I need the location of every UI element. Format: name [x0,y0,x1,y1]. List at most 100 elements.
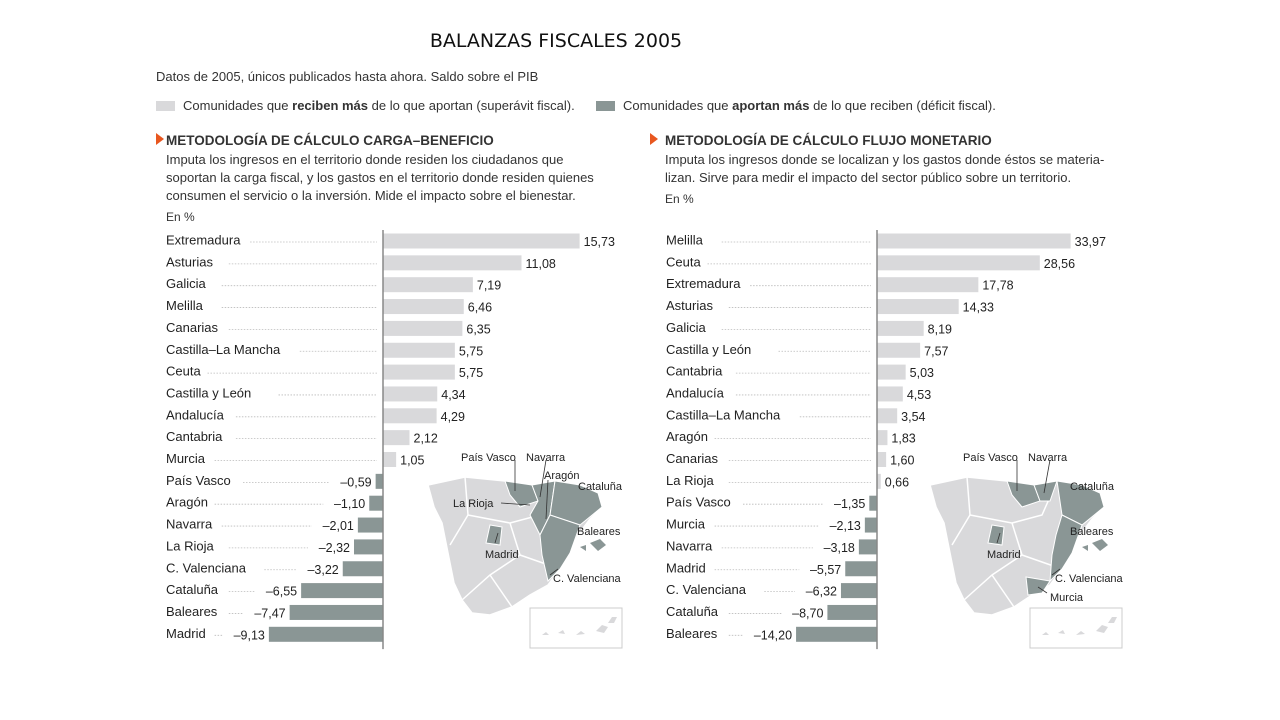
value-label: 1,60 [890,454,914,468]
value-label: 15,73 [584,235,615,249]
bar [342,561,383,577]
value-label: –8,70 [792,606,823,620]
value-label: 1,05 [400,454,424,468]
value-label: –0,59 [340,475,371,489]
bar [845,561,877,577]
category-label: País Vasco [666,495,731,510]
value-label: 4,53 [907,388,931,402]
map-label: Murcia [1050,592,1084,604]
bar [383,364,455,380]
page-subtitle: Datos de 2005, únicos publicados hasta a… [156,69,539,84]
legend-item-surplus: Comunidades que reciben más de lo que ap… [156,98,575,113]
bar [383,408,437,424]
map-label: Aragón [544,470,579,482]
category-label: Extremadura [666,276,741,291]
map-label: C. Valenciana [553,573,622,585]
category-label: Murcia [666,517,706,532]
bar [869,495,877,511]
category-label: Galicia [666,320,707,335]
value-label: 4,29 [441,410,465,424]
map-label: Cataluña [1070,481,1115,493]
bar [369,495,383,511]
bar [796,626,877,642]
category-label: Canarias [166,320,219,335]
category-label: Castilla y León [666,342,751,357]
value-label: –1,10 [334,497,365,511]
section-marker-icon [650,133,658,145]
bar [877,386,903,402]
category-label: Baleares [166,604,218,619]
category-label: Aragón [666,429,708,444]
bar [383,233,580,249]
category-label: Aragón [166,495,208,510]
value-label: 6,35 [466,322,490,336]
category-label: Cataluña [166,582,219,597]
legend-text-deficit: Comunidades que aportan más de lo que re… [623,98,996,113]
bar [877,299,959,315]
map-label: Navarra [526,452,566,464]
map-label: La Rioja [453,498,494,510]
category-label: Melilla [166,298,204,313]
bar-chart-svg: Extremadura 15,73 Asturias 11,08 Galicia 7,19… [166,230,615,650]
category-label: Andalucía [166,407,225,422]
category-label: Asturias [166,254,213,269]
bar [864,517,877,533]
bar [383,386,438,402]
bar [268,626,383,642]
bar [383,430,410,446]
bar [877,233,1071,249]
left-section-desc: Imputa los ingresos en el territorio don… [166,152,594,203]
value-label: –1,35 [834,497,865,511]
legend-text-surplus: Comunidades que reciben más de lo que ap… [183,98,575,113]
right-spain-map: País Vasco Navarra Cataluña Baleares Mad… [922,445,1137,660]
value-label: 17,78 [982,279,1013,293]
right-unit-label: En % [665,192,694,206]
value-label: 28,56 [1044,257,1075,271]
bar [301,583,383,599]
bar [383,277,473,293]
category-label: Baleares [666,626,718,641]
category-label: Navarra [166,517,213,532]
category-label: Canarias [666,451,719,466]
bar [877,277,979,293]
map-label: Cataluña [578,481,623,493]
bar [383,299,464,315]
category-label: Ceuta [166,364,201,379]
bar [877,473,881,489]
value-label: –9,13 [234,628,265,642]
category-label: Cantabria [666,364,723,379]
value-label: 8,19 [928,322,952,336]
bar [840,583,877,599]
value-label: 5,03 [910,366,934,380]
value-label: –14,20 [754,628,792,642]
page-title: BALANZAS FISCALES 2005 [429,30,683,52]
value-label: 2,12 [414,432,438,446]
bar [383,255,522,271]
category-label: Ceuta [666,254,701,269]
value-label: 5,75 [459,366,483,380]
value-label: 33,97 [1075,235,1106,249]
bar [877,408,898,424]
category-label: Melilla [666,233,704,248]
value-label: 7,19 [477,279,501,293]
bar [375,473,383,489]
bar [289,604,383,620]
category-label: Cataluña [666,604,719,619]
category-label: C. Valenciana [666,582,747,597]
category-label: Madrid [666,560,706,575]
left-unit-label: En % [166,210,195,224]
value-label: –6,55 [266,585,297,599]
map-label: Madrid [485,549,519,561]
category-label: Castilla–La Mancha [166,342,281,357]
category-label: Castilla–La Mancha [666,407,781,422]
map-label: País Vasco [461,452,516,464]
bar [383,320,463,336]
value-label: 5,75 [459,344,483,358]
value-label: –2,32 [319,541,350,555]
value-label: –5,57 [810,563,841,577]
bar [877,320,924,336]
bar [354,539,383,555]
right-bar-chart: Melilla 33,97 Ceuta 28,56 Extremadura 17,78 As… [660,228,1130,651]
bar [383,452,397,467]
left-bar-chart: Extremadura 15,73 Asturias 11,08 Galicia 7,19… [160,228,630,651]
